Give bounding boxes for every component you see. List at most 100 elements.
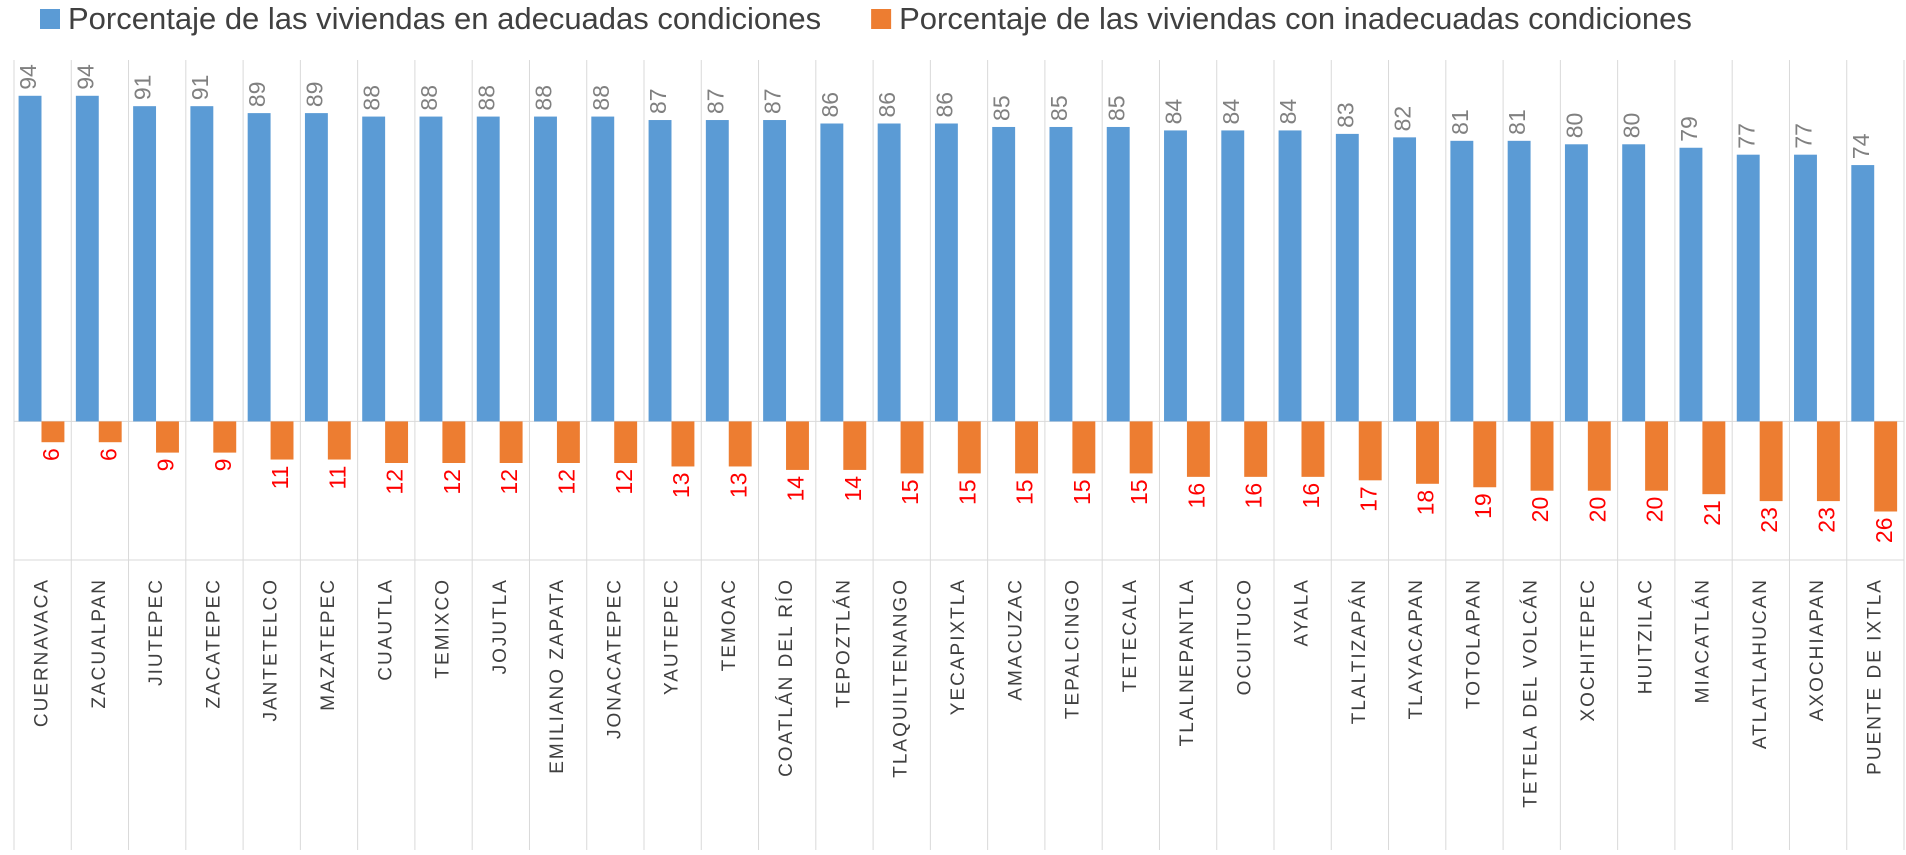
x-tick-label: TEMIXCO xyxy=(433,578,454,679)
data-label: 15 xyxy=(954,479,980,505)
data-label: 84 xyxy=(1218,99,1244,125)
x-tick-label: PUENTE DE IXTLA xyxy=(1864,578,1885,775)
bar xyxy=(1473,421,1497,488)
bar xyxy=(614,421,638,463)
data-label: 16 xyxy=(1183,483,1209,509)
data-label: 84 xyxy=(1275,99,1301,125)
data-label: 87 xyxy=(645,88,671,114)
data-label: 16 xyxy=(1241,483,1267,509)
x-tick-label: TLAQUILTENANGO xyxy=(891,578,912,778)
bar xyxy=(18,95,42,422)
data-label: 20 xyxy=(1642,497,1668,523)
bar xyxy=(1507,140,1531,422)
x-tick-label: TETECALA xyxy=(1120,578,1141,692)
data-label: 94 xyxy=(15,64,41,90)
data-label: 19 xyxy=(1470,493,1496,519)
bar xyxy=(156,421,179,453)
bar xyxy=(934,123,958,422)
bar xyxy=(1816,421,1840,502)
legend-swatch xyxy=(40,9,60,29)
bar xyxy=(1106,126,1130,422)
x-tick-label: TLALNEPANTLA xyxy=(1177,578,1198,746)
x-tick-label: ATLATLAHUCAN xyxy=(1750,578,1771,749)
data-label: 15 xyxy=(1012,479,1038,505)
bar xyxy=(1736,154,1760,422)
data-label: 80 xyxy=(1619,113,1645,139)
bar xyxy=(476,116,500,422)
bar xyxy=(133,106,157,422)
bar xyxy=(327,421,351,460)
bar xyxy=(1335,133,1359,422)
data-label: 14 xyxy=(783,476,809,502)
bar xyxy=(1129,421,1153,474)
bar xyxy=(1564,144,1588,422)
bar xyxy=(1645,421,1669,491)
data-label: 91 xyxy=(130,75,156,101)
data-label: 12 xyxy=(496,469,522,495)
bar xyxy=(75,95,99,422)
data-label: 89 xyxy=(301,82,327,108)
data-label: 12 xyxy=(611,469,637,495)
bar xyxy=(1049,126,1073,422)
x-tick-label: COATLÁN DEL RÍO xyxy=(776,578,797,777)
bar xyxy=(1851,165,1875,422)
bar xyxy=(900,421,924,474)
bar xyxy=(1072,421,1096,474)
data-label: 14 xyxy=(840,476,866,502)
bar xyxy=(385,421,409,463)
bar xyxy=(648,120,672,422)
data-label: 23 xyxy=(1813,507,1839,533)
data-label: 12 xyxy=(382,469,408,495)
bar xyxy=(1679,147,1703,422)
data-label: 21 xyxy=(1699,500,1725,526)
legend-label: Porcentaje de las viviendas en adecuadas… xyxy=(68,1,821,36)
data-label: 18 xyxy=(1413,490,1439,516)
bar xyxy=(957,421,981,474)
bar xyxy=(820,123,844,422)
bar xyxy=(1015,421,1039,474)
x-tick-label: YAUTEPEC xyxy=(662,578,683,695)
bar xyxy=(1301,421,1325,477)
bar xyxy=(270,421,294,460)
x-tick-label: JANTETELCO xyxy=(261,578,282,722)
bar xyxy=(671,421,695,467)
legend-label: Porcentaje de las viviendas con inadecua… xyxy=(899,1,1692,36)
x-tick-label: ZACUALPAN xyxy=(89,578,110,709)
bar xyxy=(1622,144,1646,422)
bar xyxy=(1702,421,1726,495)
data-label: 74 xyxy=(1848,133,1874,159)
data-label: 85 xyxy=(1103,95,1129,121)
data-label: 26 xyxy=(1871,518,1897,544)
bar xyxy=(786,421,809,470)
x-tick-label: TEPOZTLÁN xyxy=(833,578,854,708)
bar xyxy=(1164,130,1187,422)
data-label: 15 xyxy=(897,479,923,505)
x-tick-label: JIUTEPEC xyxy=(146,578,167,686)
data-label: 85 xyxy=(989,95,1015,121)
bar xyxy=(728,421,752,467)
data-label: 88 xyxy=(359,85,385,111)
data-label: 13 xyxy=(725,472,751,498)
bar xyxy=(843,421,867,470)
data-label: 20 xyxy=(1584,497,1610,523)
data-label: 83 xyxy=(1332,102,1358,128)
x-tick-label: XOCHITEPEC xyxy=(1578,578,1599,722)
data-label: 81 xyxy=(1504,109,1530,135)
x-tick-label: MAZATEPEC xyxy=(318,578,339,711)
bar xyxy=(1587,421,1611,491)
data-label: 12 xyxy=(553,469,579,495)
bar xyxy=(442,421,466,463)
bar xyxy=(190,106,214,422)
x-tick-label: HUITZILAC xyxy=(1635,578,1656,694)
x-tick-label: TLAYACAPAN xyxy=(1406,578,1427,719)
data-label: 6 xyxy=(38,448,64,461)
data-label: 88 xyxy=(473,85,499,111)
data-label: 77 xyxy=(1791,123,1817,149)
x-tick-label: AXOCHIAPAN xyxy=(1807,578,1828,721)
data-label: 91 xyxy=(187,75,213,101)
x-tick-label: JONACATEPEC xyxy=(604,578,625,739)
bar xyxy=(1450,140,1474,422)
bar xyxy=(247,113,271,422)
x-tick-label: CUAUTLA xyxy=(375,578,396,681)
